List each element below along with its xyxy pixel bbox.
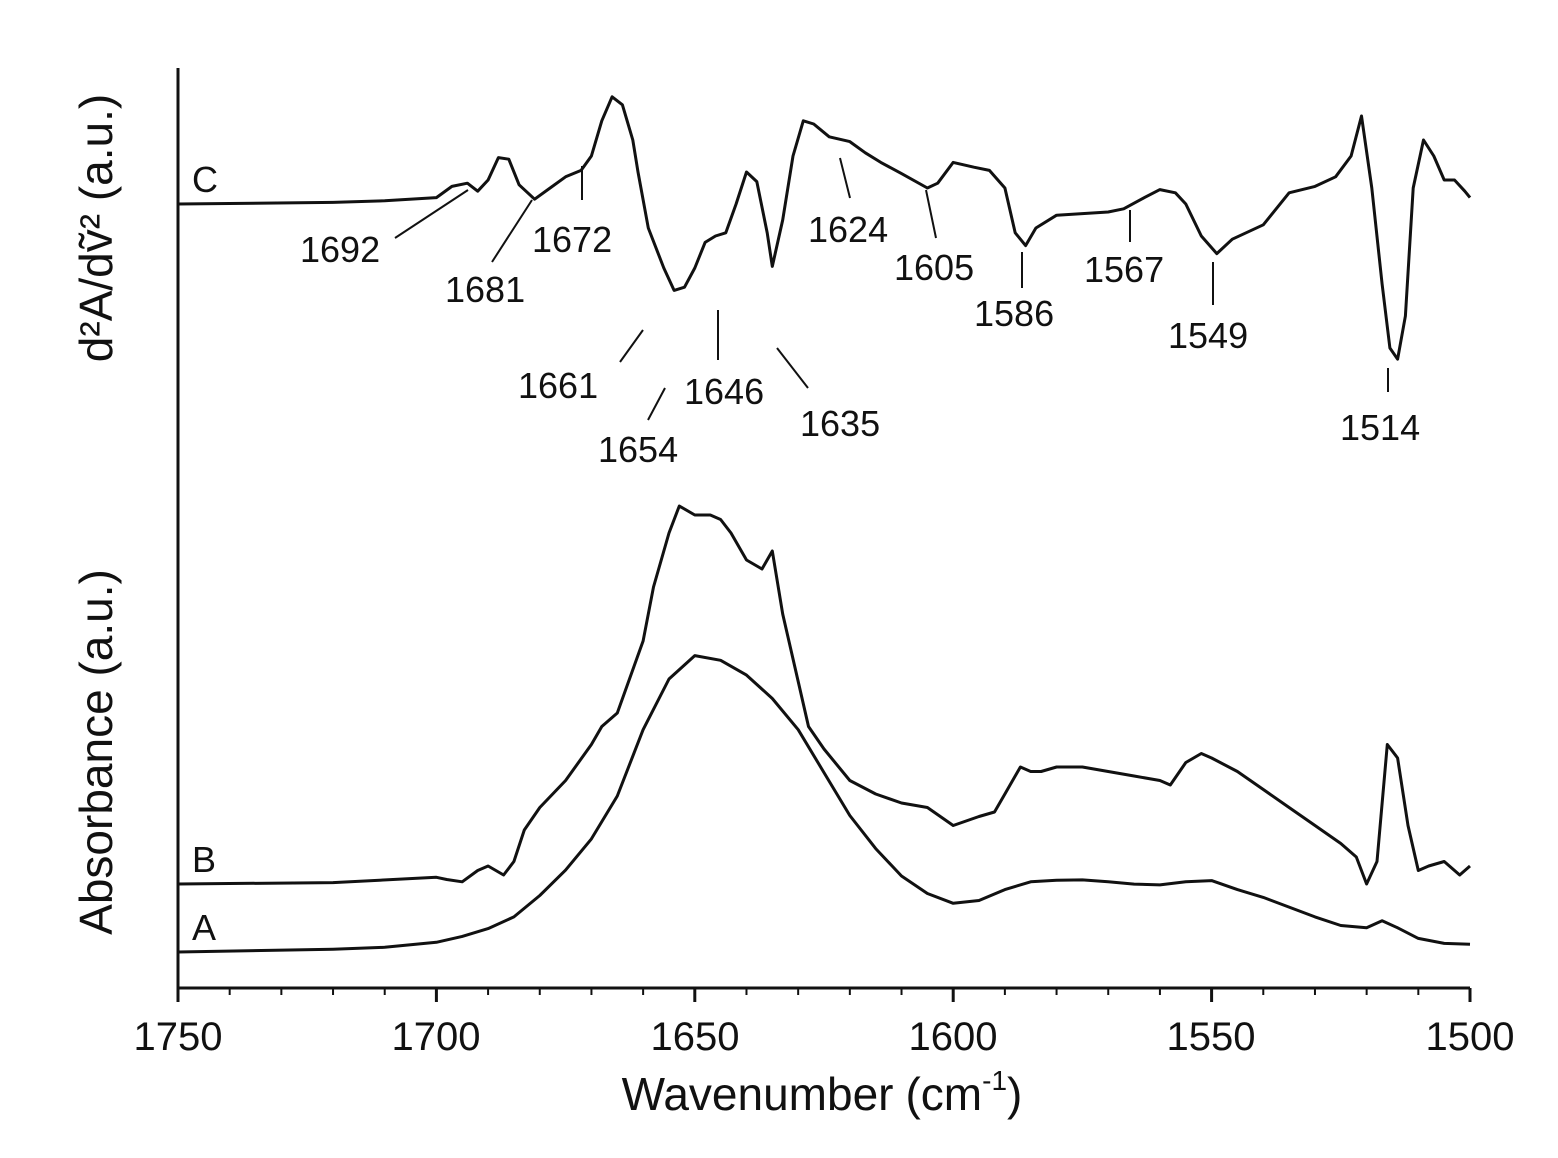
peak-label: 1654: [598, 429, 678, 470]
leader-1635: [776, 347, 809, 389]
peak-label: 1549: [1168, 315, 1248, 356]
x-tick-label: 1500: [1426, 1015, 1515, 1059]
x-tick-label: 1700: [392, 1015, 481, 1059]
y-axis-title-upper: d²A/dṽ² (a.u.): [70, 94, 122, 362]
leader-1624: [839, 157, 851, 199]
leader-1681: [491, 199, 533, 263]
peak-label: 1661: [518, 365, 598, 406]
x-tick-label: 1600: [909, 1015, 998, 1059]
peak-label: 1514: [1340, 407, 1420, 448]
peak-label: 1567: [1084, 249, 1164, 290]
leader-1692: [394, 189, 469, 239]
x-tick-label: 1750: [134, 1015, 223, 1059]
peak-label: 1672: [532, 219, 612, 260]
peak-label: 1635: [800, 403, 880, 444]
peak-label: 1692: [300, 229, 380, 270]
peak-label: 1624: [808, 209, 888, 250]
x-tick-label: 1550: [1167, 1015, 1256, 1059]
peak-label: 1681: [445, 269, 525, 310]
x-axis-title: Wavenumber (cm-1): [622, 1065, 1023, 1120]
peak-label: 1646: [684, 371, 764, 412]
curve-label-A: A: [192, 907, 216, 948]
peak-leader-lines: [394, 157, 1389, 421]
peak-label: 1605: [894, 247, 974, 288]
x-tick-label: 1650: [651, 1015, 740, 1059]
peak-label: 1586: [974, 293, 1054, 334]
x-axis-unit-close: ): [1007, 1068, 1022, 1120]
series-line-A: [177, 654, 1471, 954]
x-axis-unit: (cm: [905, 1068, 982, 1120]
series-line-B: [177, 504, 1471, 886]
x-axis-title-word: Wavenumber: [622, 1068, 894, 1120]
leader-1605: [925, 189, 937, 239]
x-axis-ticks: [176, 988, 1472, 1002]
series-line-C: [177, 95, 1472, 361]
curve-label-C: C: [192, 159, 218, 200]
x-axis-unit-exponent: -1: [982, 1065, 1007, 1096]
leader-1661: [619, 329, 644, 363]
y-axis-title-lower: Absorbance (a.u.): [70, 569, 122, 935]
curve-label-B: B: [192, 839, 216, 880]
leader-1654: [647, 387, 666, 421]
